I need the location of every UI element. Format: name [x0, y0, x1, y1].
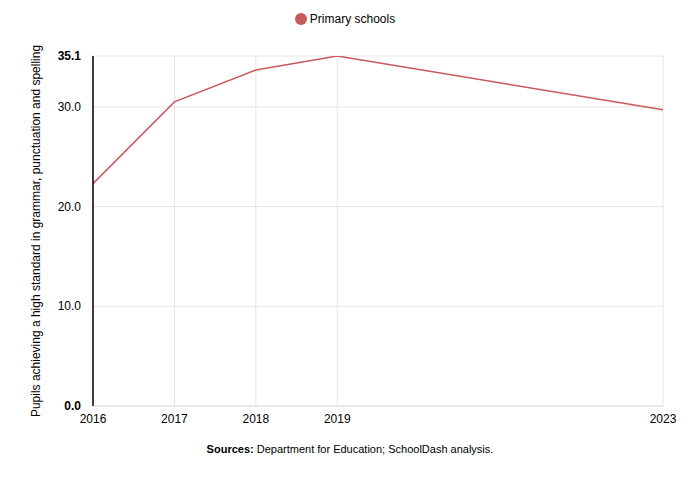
- svg-text:Pupils achieving a high standa: Pupils achieving a high standard in gram…: [29, 45, 43, 417]
- svg-text:2023: 2023: [650, 412, 677, 426]
- svg-text:30.0: 30.0: [58, 100, 82, 114]
- svg-text:2018: 2018: [243, 412, 270, 426]
- html-text:Sources: Department for Educat: Sources: Department for Education; Schoo…: [206, 443, 494, 455]
- svg-text:20.0: 20.0: [58, 200, 82, 214]
- svg-text:2016: 2016: [80, 412, 107, 426]
- svg-text:2019: 2019: [324, 412, 351, 426]
- svg-text:0.0: 0.0: [64, 399, 81, 413]
- svg-text:35.1: 35.1: [58, 49, 82, 63]
- html-text:Primary schools: Primary schools: [309, 12, 396, 26]
- svg-text:10.0: 10.0: [58, 299, 82, 313]
- svg-text:2017: 2017: [161, 412, 188, 426]
